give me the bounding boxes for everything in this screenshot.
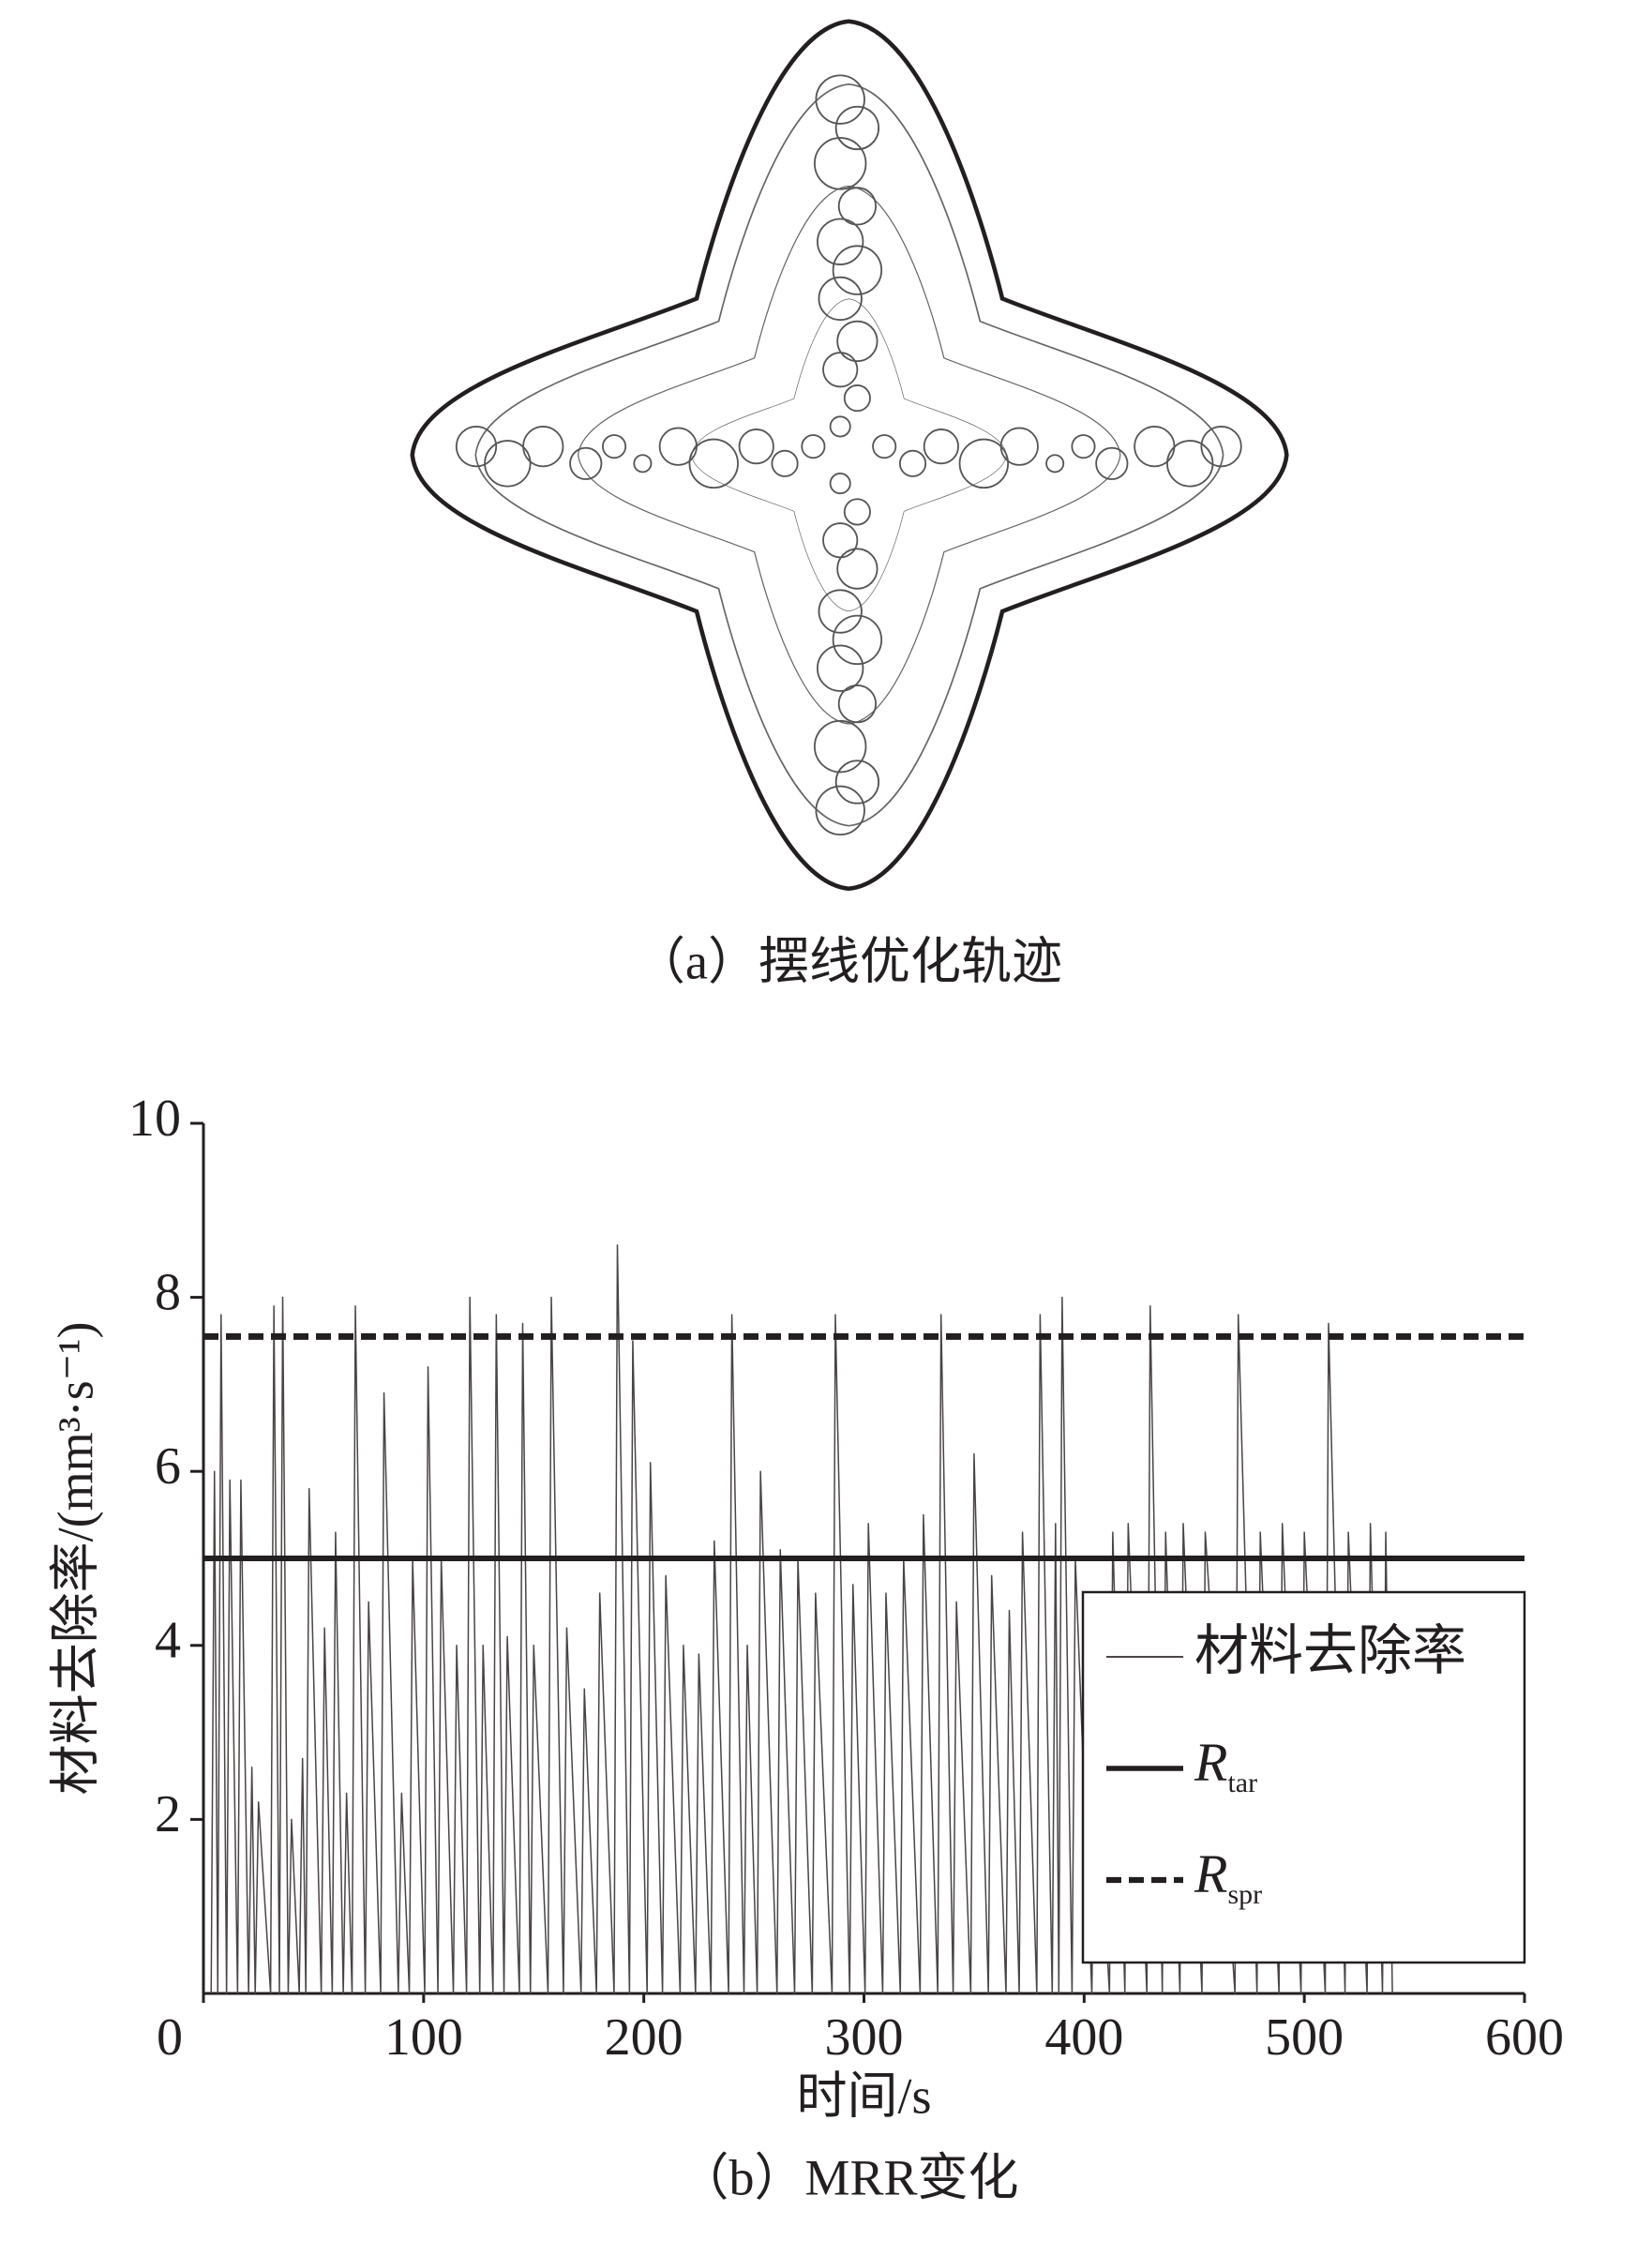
y-tick-label: 2: [155, 1785, 181, 1843]
tool-circle: [484, 440, 532, 488]
y-tick-label: 10: [128, 1090, 181, 1148]
y-tick-label: 6: [155, 1437, 181, 1496]
tool-circle: [872, 434, 897, 459]
y-tick-label: 4: [155, 1612, 181, 1670]
tool-circle: [801, 434, 826, 459]
tool-circle: [522, 426, 564, 468]
tool-circle: [658, 427, 698, 466]
tool-circle: [1045, 454, 1065, 474]
tool-circle: [898, 449, 927, 477]
tool-circle: [843, 384, 871, 413]
legend-label: Rspr: [1194, 1843, 1262, 1910]
trajectory-diagram: [413, 22, 1287, 889]
tool-circle: [455, 426, 498, 468]
tool-circle: [1200, 426, 1242, 468]
tool-circle: [837, 187, 878, 226]
tool-circle: [834, 760, 880, 805]
tool-circle: [817, 644, 864, 692]
legend-label: 材料去除率: [1194, 1620, 1466, 1681]
tool-circle: [837, 684, 878, 724]
x-tick-label: 600: [1485, 2008, 1564, 2067]
tool-circle: [1095, 446, 1129, 480]
tool-circle: [633, 454, 653, 474]
tool-circle: [836, 548, 879, 590]
legend-name: R: [1194, 1843, 1227, 1904]
tool-circle: [836, 320, 879, 363]
y-axis-label: 材料去除率/(mm³·s⁻¹): [47, 1322, 103, 1796]
tool-circle: [1134, 426, 1176, 468]
tool-circle: [1166, 440, 1214, 488]
tool-circle: [815, 74, 865, 125]
tool-circle: [1071, 434, 1096, 459]
legend-subscript: spr: [1227, 1879, 1262, 1910]
legend-label: Rtar: [1194, 1732, 1257, 1798]
tool-circle: [829, 473, 851, 495]
tool-circle: [923, 429, 959, 465]
tool-circle: [569, 446, 603, 480]
legend-name: R: [1194, 1732, 1227, 1793]
x-tick-label: 500: [1265, 2008, 1344, 2067]
caption-b: （b）MRR变化: [678, 2149, 1018, 2205]
tool-circle: [843, 498, 871, 526]
path-ring: [691, 298, 1007, 612]
tool-circle: [832, 614, 883, 666]
tool-circle: [999, 427, 1039, 466]
legend-subscript: tar: [1227, 1767, 1257, 1798]
tool-circle: [818, 589, 863, 634]
tool-circle: [832, 245, 883, 295]
outer-contour: [413, 22, 1287, 889]
tool-circle: [834, 105, 880, 151]
y-tick-label: 8: [155, 1263, 181, 1321]
tool-circle: [602, 434, 627, 459]
tool-circle: [815, 785, 865, 836]
tool-circle: [688, 438, 739, 489]
path-ring: [474, 83, 1224, 827]
caption-a: （a）摆线优化轨迹: [635, 933, 1062, 989]
tool-circle: [771, 449, 799, 477]
x-tick-label: 400: [1044, 2008, 1123, 2067]
tool-circle: [958, 438, 1010, 489]
tool-circle: [829, 415, 851, 438]
x-tick-label: 300: [825, 2008, 904, 2067]
x-tick-label: 100: [384, 2008, 463, 2067]
x-tick-label: 0: [157, 2008, 183, 2067]
x-tick-label: 200: [605, 2008, 683, 2067]
tool-circle: [813, 137, 867, 190]
tool-circle: [813, 719, 867, 774]
legend-box: [1081, 1590, 1526, 1964]
tool-circle: [738, 429, 774, 465]
tool-circle: [822, 352, 859, 388]
tool-circle: [822, 522, 859, 559]
x-axis-label: 时间/s: [796, 2068, 931, 2124]
tool-circle: [817, 218, 864, 265]
path-ring: [578, 185, 1121, 725]
tool-circle: [818, 276, 863, 322]
legend-name: 材料去除率: [1194, 1620, 1466, 1681]
cycloid-circles: [455, 74, 1242, 836]
